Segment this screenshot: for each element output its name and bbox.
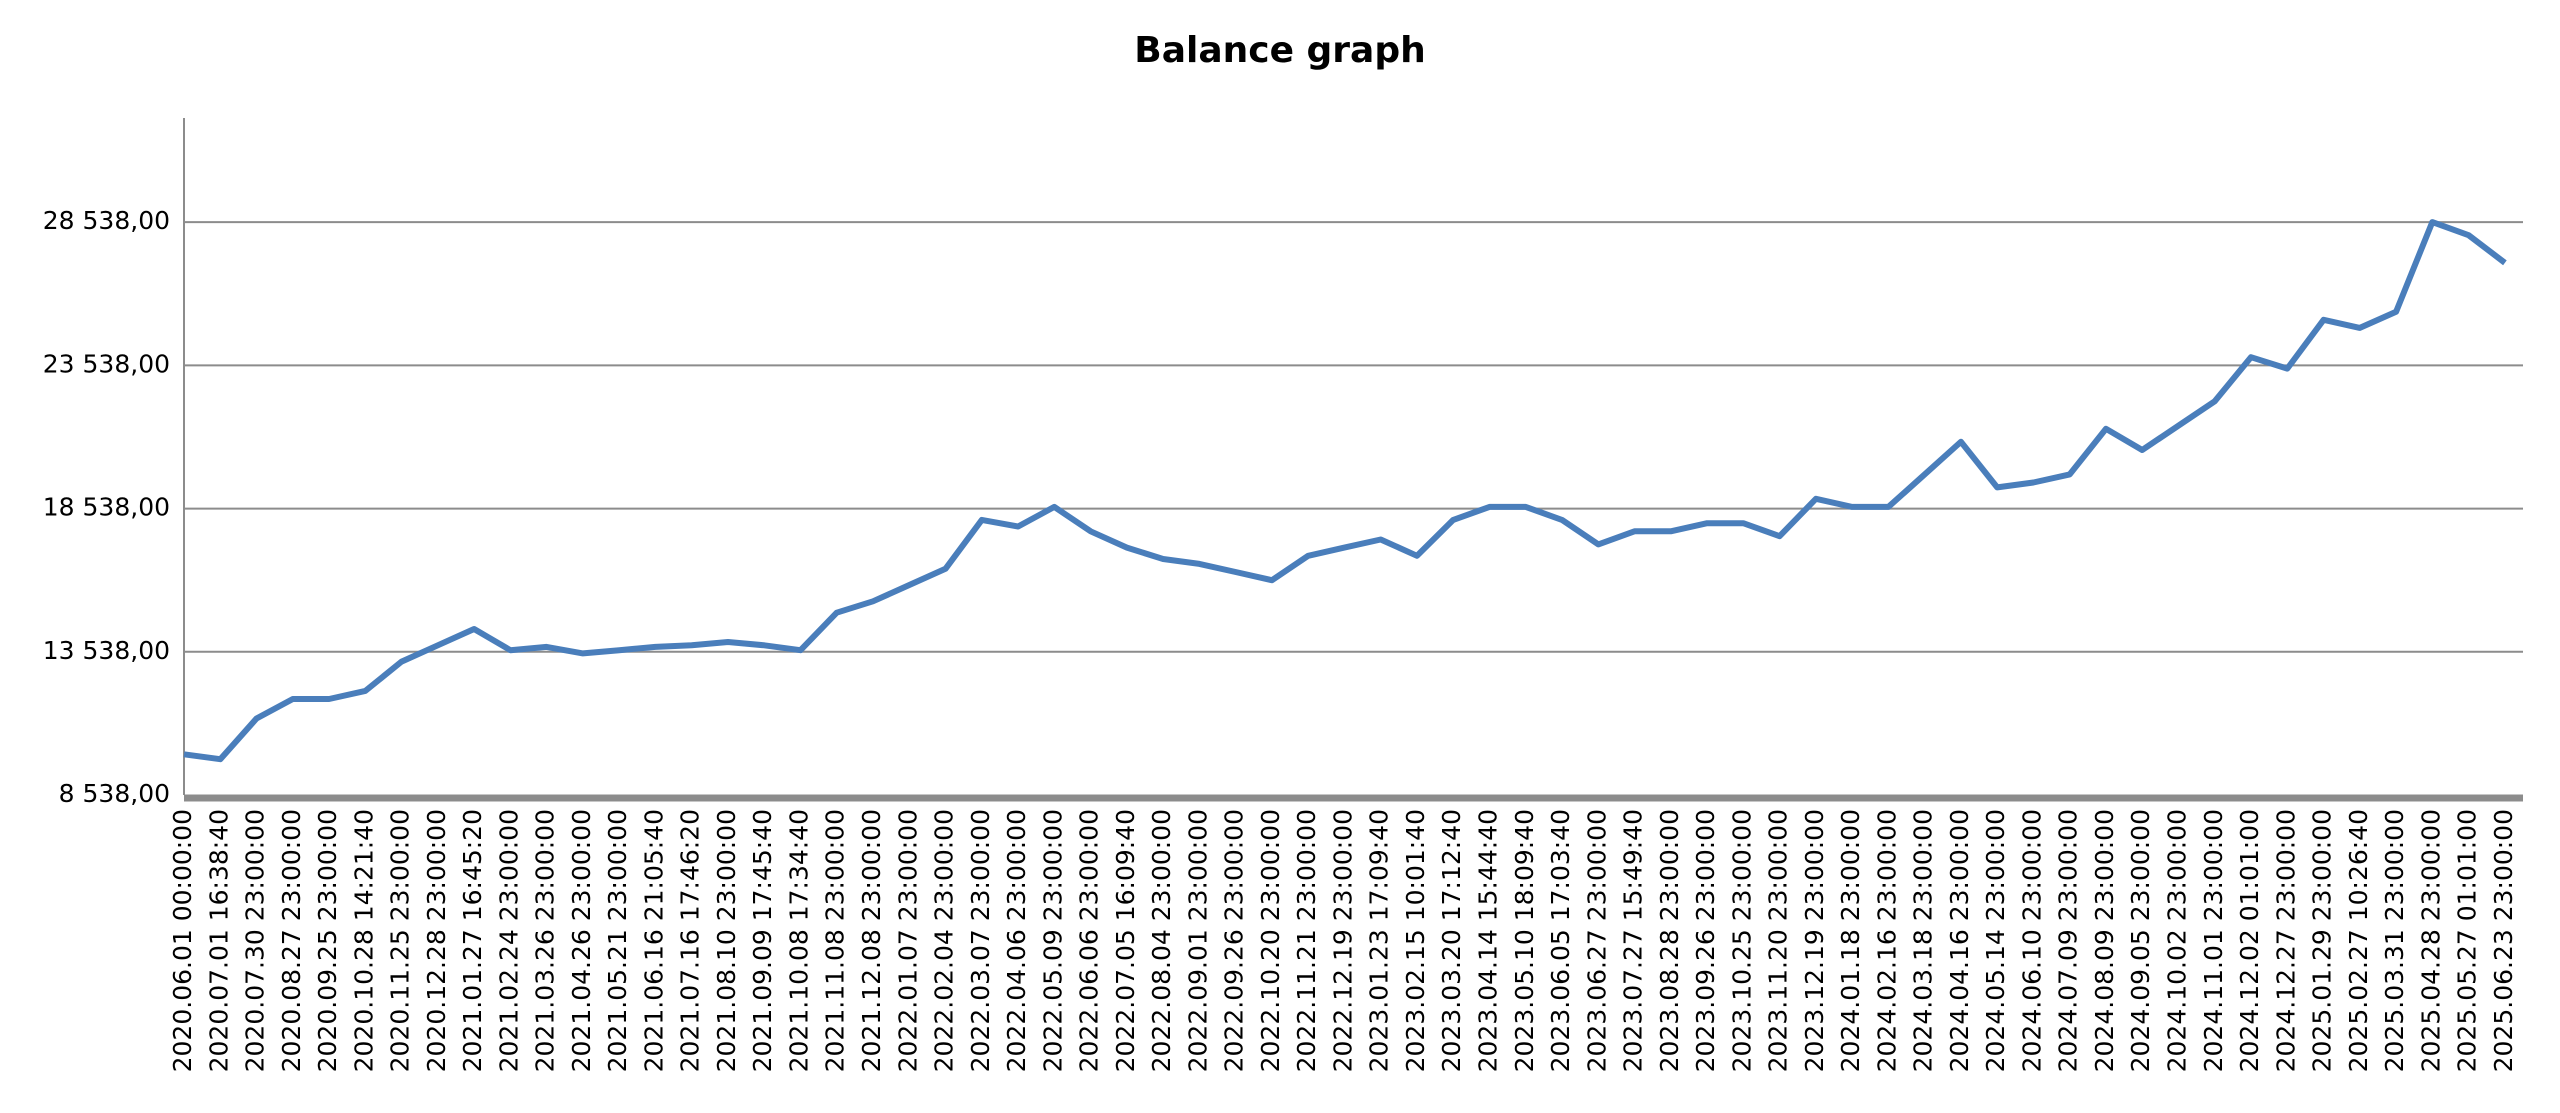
y-tick-label: 23 538,00 [43,349,170,378]
x-tick-label: 2022.03.07 23:00:00 [966,809,995,1072]
x-tick-label: 2021.04.26 23:00:00 [567,809,596,1072]
x-tick-label: 2022.08.04 23:00:00 [1147,809,1176,1072]
x-tick-label: 2023.10.25 23:00:00 [1727,809,1756,1072]
x-tick-label: 2020.09.25 23:00:00 [313,809,342,1072]
x-tick-label: 2023.05.10 18:09:40 [1510,809,1539,1072]
x-tick-label: 2021.03.26 23:00:00 [531,809,560,1072]
x-tick-label: 2025.02.27 10:26:40 [2344,809,2373,1072]
x-tick-label: 2025.03.31 23:00:00 [2380,809,2409,1072]
x-tick-label: 2024.10.02 23:00:00 [2162,809,2191,1072]
x-tick-label: 2023.06.27 23:00:00 [1582,809,1611,1072]
x-tick-label: 2020.07.01 16:38:40 [204,809,233,1072]
chart-title: Balance graph [1134,30,1426,71]
y-tick-label: 28 538,00 [43,206,170,235]
x-tick-label: 2022.10.20 23:00:00 [1256,809,1285,1072]
x-tick-label: 2020.06.01 00:00:00 [168,809,197,1072]
x-tick-label: 2021.01.27 16:45:20 [458,809,487,1072]
x-tick-label: 2020.08.27 23:00:00 [277,809,306,1072]
x-tick-label: 2023.02.15 10:01:40 [1401,809,1430,1072]
x-tick-label: 2021.07.16 17:46:20 [676,809,705,1072]
x-tick-label: 2023.12.19 23:00:00 [1800,809,1829,1072]
x-tick-label: 2022.07.05 16:09:40 [1111,809,1140,1072]
x-tick-label: 2023.06.05 17:03:40 [1546,809,1575,1072]
x-tick-label: 2021.12.08 23:00:00 [857,809,886,1072]
x-tick-label: 2021.02.24 23:00:00 [494,809,523,1072]
x-tick-label: 2025.06.23 23:00:00 [2489,809,2518,1072]
x-tick-label: 2023.07.27 15:49:40 [1619,809,1648,1072]
x-tick-label: 2024.06.10 23:00:00 [2017,809,2046,1072]
x-tick-label: 2024.02.16 23:00:00 [1872,809,1901,1072]
x-tick-label: 2023.01.23 17:09:40 [1365,809,1394,1072]
x-tick-label: 2024.08.09 23:00:00 [2090,809,2119,1072]
x-tick-label: 2022.12.19 23:00:00 [1328,809,1357,1072]
x-tick-label: 2021.06.16 21:05:40 [639,809,668,1072]
x-tick-label: 2023.11.20 23:00:00 [1764,809,1793,1072]
x-tick-label: 2025.05.27 01:01:00 [2453,809,2482,1072]
y-tick-label: 18 538,00 [43,493,170,522]
x-tick-label: 2021.10.08 17:34:40 [784,809,813,1072]
x-tick-label: 2024.05.14 23:00:00 [1981,809,2010,1072]
x-tick-label: 2021.05.21 23:00:00 [603,809,632,1072]
x-tick-label: 2023.08.28 23:00:00 [1655,809,1684,1072]
x-tick-label: 2024.01.18 23:00:00 [1836,809,1865,1072]
x-tick-label: 2024.09.05 23:00:00 [2126,809,2155,1072]
x-tick-label: 2021.09.09 17:45:40 [748,809,777,1072]
y-tick-label: 8 538,00 [59,779,170,808]
x-tick-label: 2022.11.21 23:00:00 [1292,809,1321,1072]
y-tick-label: 13 538,00 [43,636,170,665]
balance-line [183,219,2507,763]
x-tick-label: 2023.04.14 15:44:40 [1473,809,1502,1072]
x-tick-label: 2021.11.08 23:00:00 [821,809,850,1072]
x-tick-label: 2024.07.09 23:00:00 [2054,809,2083,1072]
x-tick-label: 2020.10.28 14:21:40 [349,809,378,1072]
x-tick-label: 2022.09.26 23:00:00 [1220,809,1249,1072]
x-tick-label: 2023.03.20 17:12:40 [1437,809,1466,1072]
x-tick-label: 2025.04.28 23:00:00 [2416,809,2445,1072]
x-tick-label: 2020.07.30 23:00:00 [241,809,270,1072]
x-tick-label: 2022.02.04 23:00:00 [930,809,959,1072]
x-tick-label: 2022.09.01 23:00:00 [1183,809,1212,1072]
x-tick-label: 2024.04.16 23:00:00 [1945,809,1974,1072]
x-tick-label: 2020.12.28 23:00:00 [422,809,451,1072]
x-tick-label: 2021.08.10 23:00:00 [712,809,741,1072]
x-tick-label: 2023.09.26 23:00:00 [1691,809,1720,1072]
x-tick-label: 2022.05.09 23:00:00 [1038,809,1067,1072]
x-tick-label: 2025.01.29 23:00:00 [2308,809,2337,1072]
x-tick-label: 2022.01.07 23:00:00 [893,809,922,1072]
x-tick-label: 2024.12.02 01:01:00 [2235,809,2264,1072]
x-tick-label: 2024.03.18 23:00:00 [1909,809,1938,1072]
x-tick-label: 2022.04.06 23:00:00 [1002,809,1031,1072]
x-tick-label: 2020.11.25 23:00:00 [386,809,415,1072]
x-tick-label: 2024.11.01 23:00:00 [2199,809,2228,1072]
x-tick-label: 2022.06.06 23:00:00 [1075,809,1104,1072]
x-tick-label: 2024.12.27 23:00:00 [2271,809,2300,1072]
